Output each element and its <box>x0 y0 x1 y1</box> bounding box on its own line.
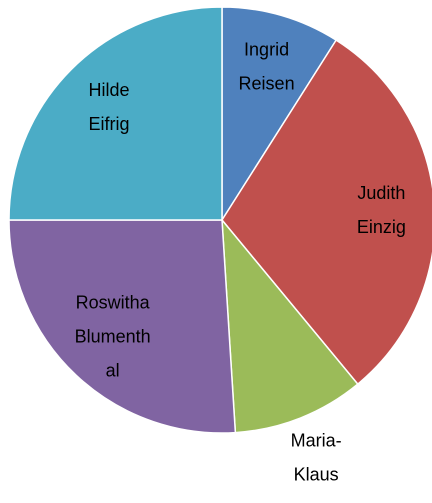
pie-slice <box>8 219 237 434</box>
pie-slice <box>8 6 223 221</box>
pie-slice <box>221 217 359 434</box>
slice-label: Maria-Klaus <box>291 431 342 485</box>
slice-label: Roswitha Blumenth al <box>75 292 151 380</box>
pie-slice <box>221 39 432 386</box>
pie-slice <box>221 6 338 223</box>
slice-label: Judith Einzig <box>357 183 406 237</box>
slice-label: Hilde Eifrig <box>89 80 130 134</box>
slice-label: Ingrid Reisen <box>239 40 295 94</box>
